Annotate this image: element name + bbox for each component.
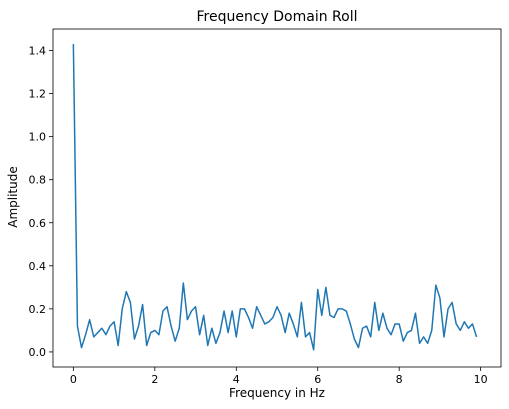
y-tick-label: 0.2	[29, 303, 47, 316]
chart-title: Frequency Domain Roll	[197, 9, 358, 25]
x-tick-label: 0	[70, 373, 77, 386]
plot-area: 0 2 4 6 8 10 0.0 0.2 0.4 0.6 0.8 1.0 1.2 1.4	[29, 28, 502, 386]
x-tick-label: 4	[233, 373, 240, 386]
x-tick-label: 6	[314, 373, 321, 386]
y-tick-label: 0.0	[29, 346, 47, 359]
x-axis-label: Frequency in Hz	[229, 386, 325, 400]
y-tick-label: 0.4	[29, 260, 47, 273]
y-tick-label: 1.2	[29, 88, 47, 101]
x-tick-label: 10	[474, 373, 488, 386]
y-tick-label: 0.8	[29, 174, 47, 187]
y-tick-label: 1.0	[29, 131, 47, 144]
x-tick-label: 8	[396, 373, 403, 386]
y-tick-label: 0.6	[29, 217, 47, 230]
y-axis-label: Amplitude	[6, 166, 20, 228]
x-tick-label: 2	[151, 373, 158, 386]
series-line	[72, 44, 478, 351]
axes-frame	[52, 28, 502, 368]
y-tick-label: 1.4	[29, 45, 47, 58]
